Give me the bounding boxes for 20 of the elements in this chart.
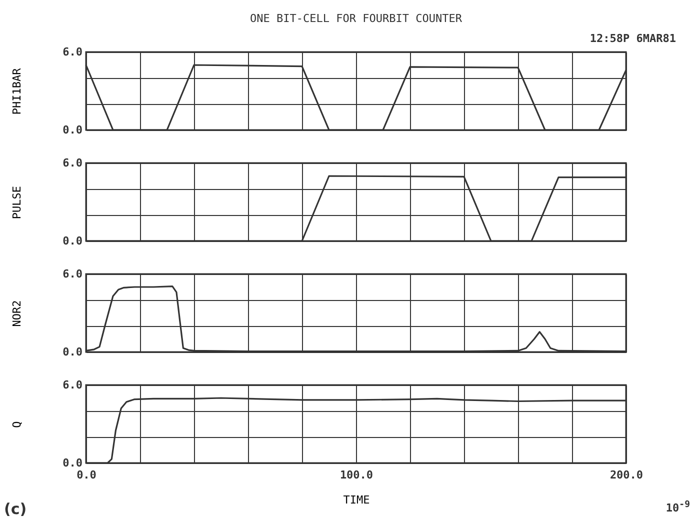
chart-title: ONE BIT-CELL FOR FOURBIT COUNTER <box>250 12 462 25</box>
x-tick-label: 200.0 <box>610 468 644 482</box>
y-axis-title: Q <box>10 421 24 428</box>
text: 10$^{-9}$ <box>666 500 690 515</box>
y-tick-label: 6.0 <box>62 268 82 280</box>
y-tick-label: 0.0 <box>62 234 82 248</box>
y-axis-title: NOR2 <box>10 300 24 327</box>
x-tick-label: 100.0 <box>340 468 374 482</box>
y-tick-label: 6.0 <box>62 46 82 58</box>
x-axis-title: TIME <box>343 494 370 506</box>
y-axis-title: PULSE <box>10 186 24 220</box>
text: (c) <box>4 500 27 518</box>
y-axis-title: PHI1BAR <box>10 68 24 115</box>
y-tick-label: 6.0 <box>62 156 82 170</box>
y-tick-label: 0.0 <box>62 456 82 470</box>
x-tick-label: 0.0 <box>76 468 96 482</box>
y-tick-label: 0.0 <box>62 124 82 136</box>
y-tick-label: 6.0 <box>62 378 82 392</box>
text: 12:58P 6MAR81 <box>590 32 676 45</box>
y-tick-label: 0.0 <box>62 346 82 358</box>
